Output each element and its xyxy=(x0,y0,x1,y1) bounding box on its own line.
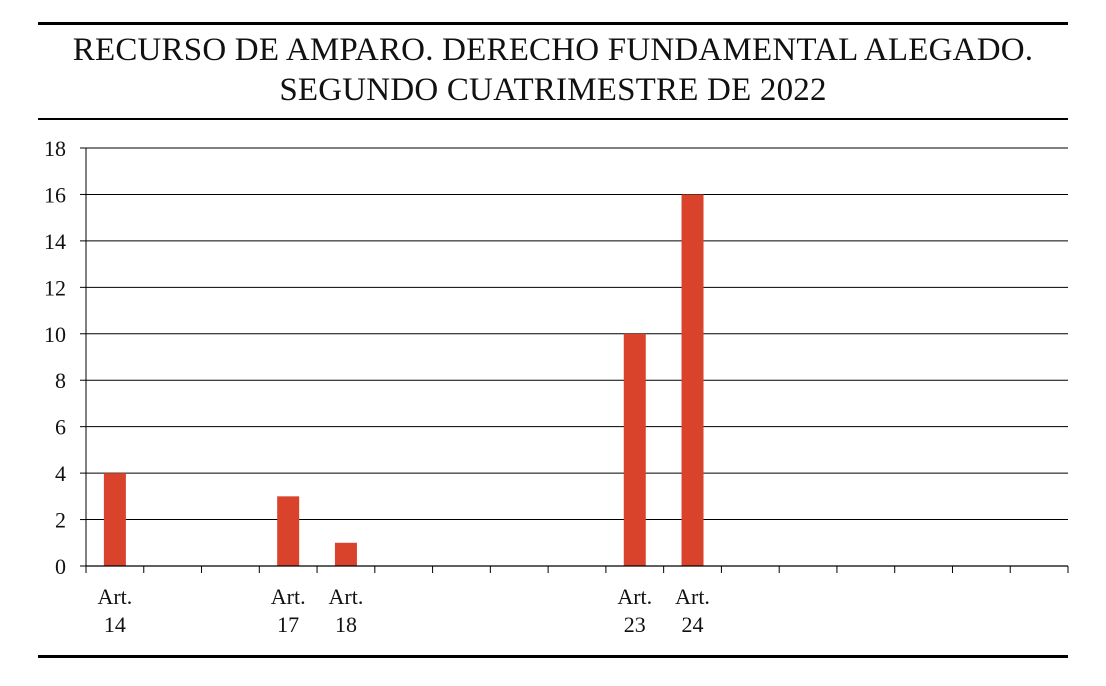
y-tick-label: 6 xyxy=(55,415,66,440)
y-tick-label: 12 xyxy=(44,275,66,300)
x-category-label: 17 xyxy=(277,612,299,637)
bar xyxy=(681,194,704,566)
bottom-rule xyxy=(38,655,1068,658)
title-rule xyxy=(38,118,1068,120)
x-category-label: Art. xyxy=(675,584,710,609)
y-tick-label: 18 xyxy=(44,136,66,161)
x-category-label: Art. xyxy=(271,584,306,609)
y-tick-label: 10 xyxy=(44,322,66,347)
x-category-label: 24 xyxy=(682,612,704,637)
bar xyxy=(277,496,300,566)
y-tick-label: 16 xyxy=(44,182,66,207)
y-tick-label: 8 xyxy=(55,368,66,393)
chart-title: RECURSO DE AMPARO. DERECHO FUNDAMENTAL A… xyxy=(72,32,1034,68)
x-category-label: Art. xyxy=(97,584,132,609)
y-tick-label: 0 xyxy=(55,554,66,579)
y-tick-label: 2 xyxy=(55,508,66,533)
x-category-label: Art. xyxy=(617,584,652,609)
y-tick-label: 14 xyxy=(44,229,66,254)
y-tick-label: 4 xyxy=(55,461,66,486)
bar xyxy=(103,473,126,566)
x-category-label: Art. xyxy=(329,584,364,609)
bar xyxy=(334,542,357,566)
x-category-label: 18 xyxy=(335,612,357,637)
x-category-label: 23 xyxy=(624,612,646,637)
chart-title-block: RECURSO DE AMPARO. DERECHO FUNDAMENTAL A… xyxy=(38,30,1068,110)
x-category-label: 14 xyxy=(104,612,126,637)
bar xyxy=(623,333,646,566)
chart-subtitle: SEGUNDO CUATRIMESTRE DE 2022 xyxy=(279,72,827,108)
top-rule xyxy=(38,22,1068,25)
